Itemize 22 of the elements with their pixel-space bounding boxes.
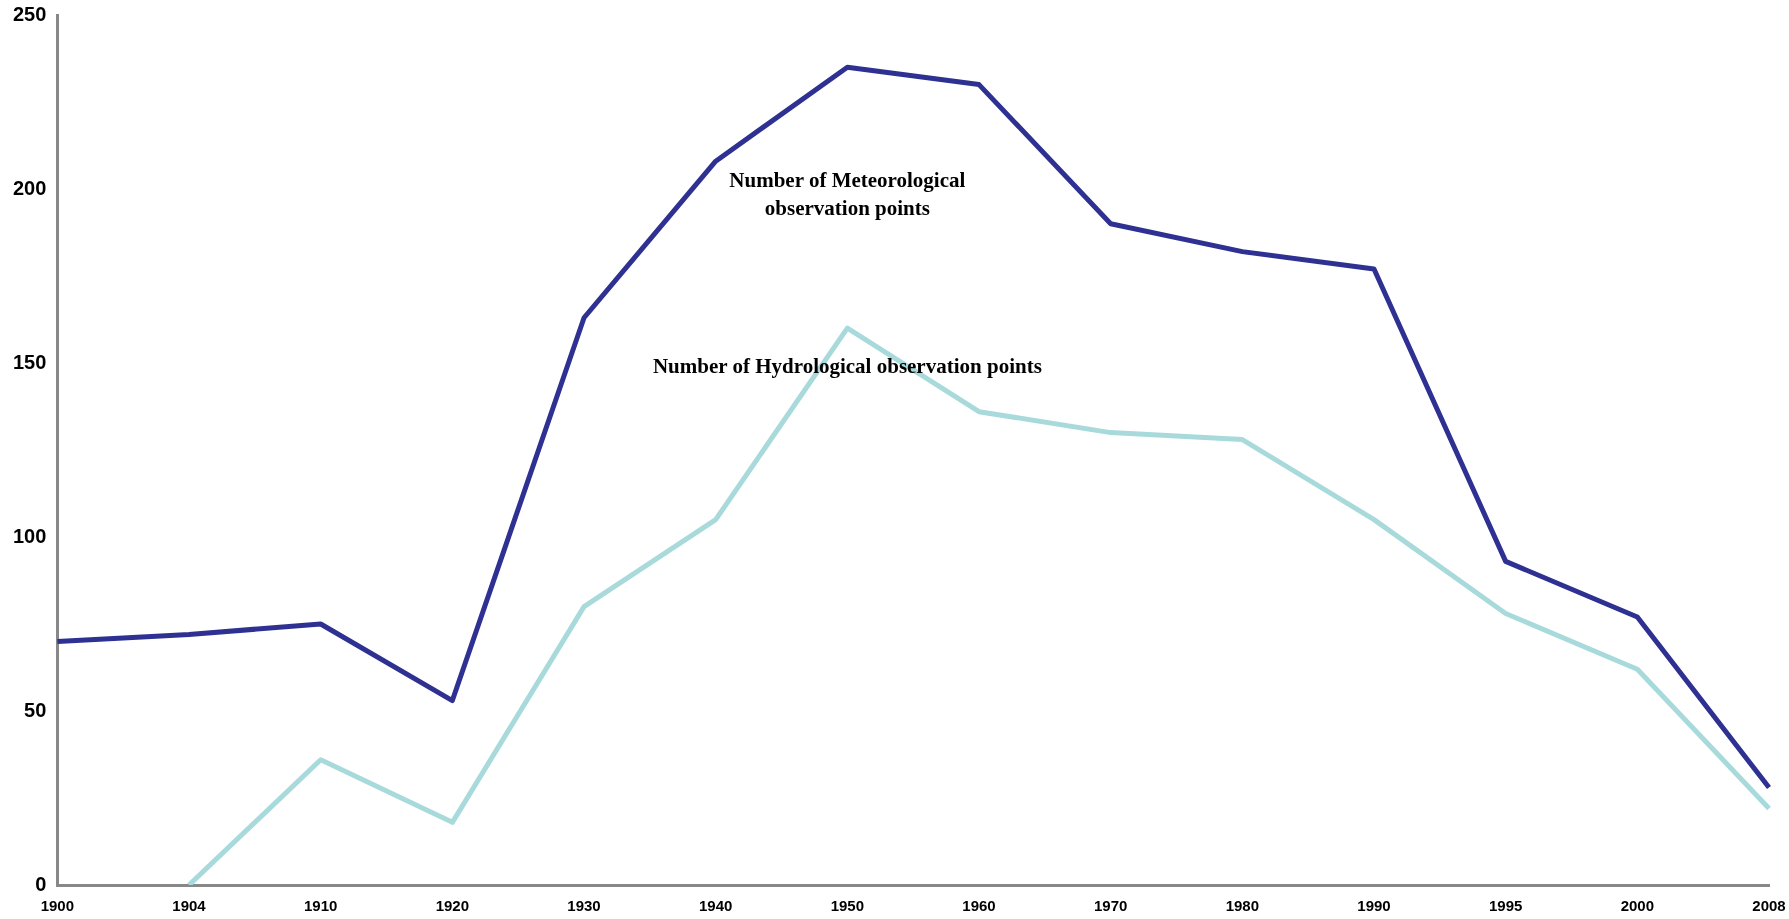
y-tick-label: 250	[12, 2, 47, 25]
y-tick-label: 50	[24, 698, 47, 721]
x-tick-label: 1960	[962, 897, 996, 915]
x-tick-label: 1990	[1357, 897, 1391, 915]
y-tick-label: 0	[35, 872, 47, 895]
y-tick-label: 100	[12, 524, 47, 547]
x-tick-label: 1920	[435, 897, 470, 915]
x-tick-label: 1940	[699, 897, 733, 915]
x-tick-label: 2008	[1752, 897, 1786, 915]
y-tick-label: 200	[12, 176, 47, 199]
series-label: Number of Meteorological observation points	[729, 168, 966, 221]
y-tick-label: 150	[12, 350, 47, 373]
x-tick-label: 1910	[304, 897, 338, 915]
x-tick-label: 1970	[1093, 897, 1128, 915]
x-tick-label: 1930	[567, 897, 601, 915]
series-label: Number of Hydrological observation points	[652, 354, 1042, 379]
x-tick-label: 1904	[172, 897, 207, 915]
x-tick-label: 1980	[1225, 897, 1260, 915]
x-tick-label: 1950	[830, 897, 865, 915]
x-tick-label: 2000	[1620, 897, 1655, 915]
x-tick-label: 1900	[40, 897, 75, 915]
x-tick-label: 1995	[1488, 897, 1523, 915]
